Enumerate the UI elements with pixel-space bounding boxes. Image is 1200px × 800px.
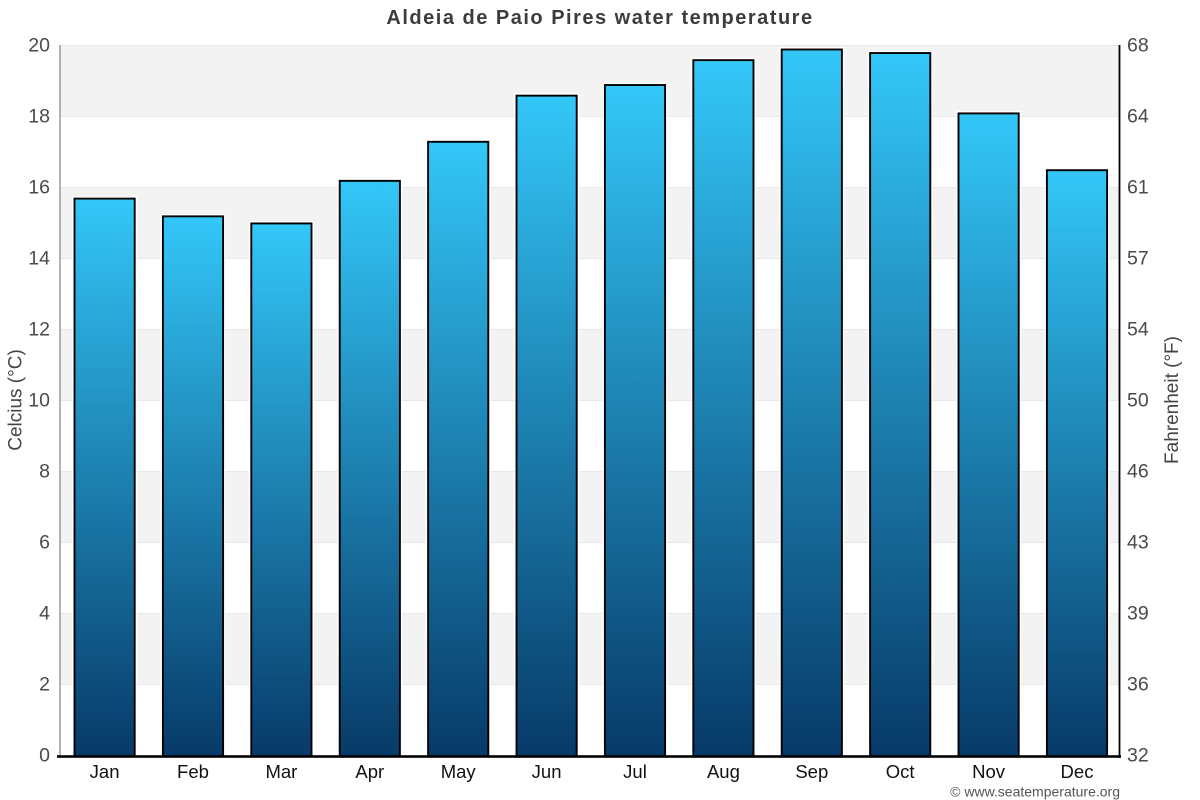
svg-text:Celcius (°C): Celcius (°C): [6, 349, 27, 451]
svg-text:8: 8: [39, 461, 50, 483]
svg-text:Jan: Jan: [90, 761, 120, 782]
svg-text:20: 20: [28, 35, 50, 57]
svg-text:64: 64: [1127, 106, 1149, 128]
svg-text:Mar: Mar: [265, 761, 297, 782]
svg-text:39: 39: [1127, 603, 1149, 625]
svg-text:46: 46: [1127, 461, 1149, 483]
svg-text:6: 6: [39, 532, 50, 554]
svg-text:May: May: [441, 761, 477, 782]
svg-text:54: 54: [1127, 319, 1149, 341]
svg-text:4: 4: [39, 603, 50, 625]
svg-text:68: 68: [1127, 35, 1149, 57]
svg-text:2: 2: [39, 674, 50, 696]
svg-text:© www.seatemperature.org: © www.seatemperature.org: [950, 784, 1120, 800]
svg-text:12: 12: [28, 319, 50, 341]
svg-text:57: 57: [1127, 248, 1149, 270]
svg-text:Aldeia de Paio Pires water tem: Aldeia de Paio Pires water temperature: [386, 7, 813, 29]
svg-text:Feb: Feb: [177, 761, 209, 782]
svg-text:Jun: Jun: [532, 761, 562, 782]
svg-text:Jul: Jul: [623, 761, 647, 782]
svg-text:14: 14: [28, 248, 50, 270]
svg-text:43: 43: [1127, 532, 1149, 554]
svg-text:Apr: Apr: [355, 761, 384, 782]
svg-text:Sep: Sep: [795, 761, 828, 782]
svg-text:32: 32: [1127, 745, 1149, 767]
svg-text:18: 18: [28, 106, 50, 128]
svg-text:50: 50: [1127, 390, 1149, 412]
svg-text:Nov: Nov: [972, 761, 1006, 782]
svg-text:36: 36: [1127, 674, 1149, 696]
svg-text:Dec: Dec: [1061, 761, 1094, 782]
svg-text:Fahrenheit (°F): Fahrenheit (°F): [1162, 336, 1183, 464]
svg-text:16: 16: [28, 177, 50, 199]
svg-text:0: 0: [39, 745, 50, 767]
svg-text:10: 10: [28, 390, 50, 412]
svg-text:Oct: Oct: [886, 761, 915, 782]
svg-text:61: 61: [1127, 177, 1149, 199]
svg-text:Aug: Aug: [707, 761, 740, 782]
